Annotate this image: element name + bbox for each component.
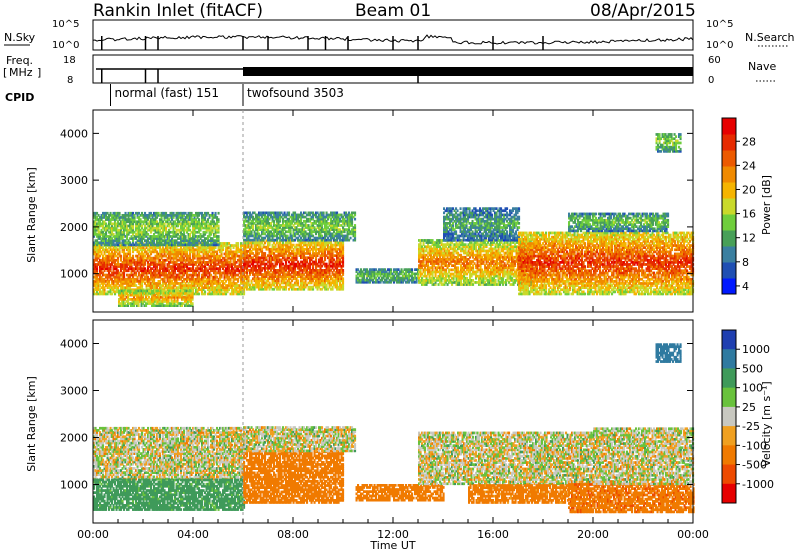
freq-nave-block <box>243 67 693 76</box>
echo-cell <box>215 212 217 215</box>
nsky-label: N.Sky <box>4 31 36 44</box>
echo-cell <box>288 212 290 215</box>
echo-cell <box>192 302 194 305</box>
echo-cell <box>132 255 134 258</box>
echo-cell <box>218 212 220 215</box>
echo-cell <box>204 291 206 294</box>
freq-tick-top: 18 <box>63 55 76 66</box>
echo-cell <box>264 252 266 255</box>
freq-unit-bracket-right: ] <box>37 66 41 79</box>
echo-cell <box>342 269 344 272</box>
echo-cell <box>218 225 220 228</box>
nsky-trace <box>93 35 693 50</box>
echo-cell <box>218 218 220 221</box>
nsky-tick-bottom: 10^0 <box>52 40 79 51</box>
station-title: Rankin Inlet (fitACF) <box>93 1 263 21</box>
nave-label: Nave <box>748 60 776 73</box>
nsearch-tick-bottom: 10^0 <box>706 40 733 51</box>
echo-cell <box>198 218 200 221</box>
cpid-segment-label: twofsound 3503 <box>247 86 344 100</box>
radar-figure: Rankin Inlet (fitACF) Beam 01 08/Apr/201… <box>0 0 800 554</box>
cpid-row: normal (fast) 151 twofsound 3503 <box>111 84 344 106</box>
echo-cell <box>119 212 121 215</box>
echo-cell <box>218 235 220 238</box>
freq-unit-label: MHz <box>9 66 33 79</box>
echo-cell <box>192 290 194 293</box>
nave-tick-bottom: 0 <box>708 75 714 86</box>
nave-tick-top: 60 <box>708 55 721 66</box>
echo-cell <box>198 293 200 296</box>
echo-cell <box>297 280 299 283</box>
freq-unit-bracket-left: [ <box>3 66 7 79</box>
beam-title: Beam 01 <box>355 1 431 21</box>
freq-trace <box>96 67 693 83</box>
nsky-tick-top: 10^5 <box>52 19 79 30</box>
echo-cell <box>237 242 239 245</box>
freq-tick-bottom: 8 <box>67 75 73 86</box>
echo-cell <box>120 255 122 258</box>
echo-cell <box>342 277 344 280</box>
nsearch-tick-top: 10^5 <box>706 19 733 30</box>
echo-cell <box>218 244 220 247</box>
echo-cell <box>185 235 187 238</box>
power-echo-cells <box>93 133 694 307</box>
cpid-segment-label: normal (fast) 151 <box>115 86 219 100</box>
nsearch-label: N.Search <box>745 31 795 44</box>
date-title: 08/Apr/2015 <box>590 1 696 21</box>
cpid-label: CPID <box>5 91 34 104</box>
